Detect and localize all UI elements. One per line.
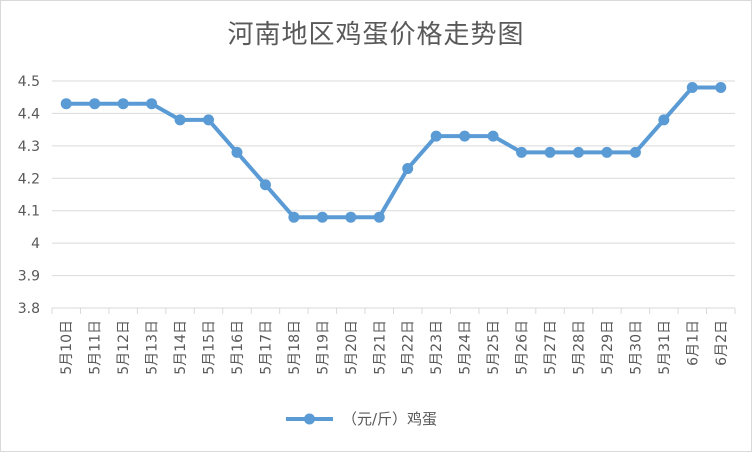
x-tick-label: 5月21日 xyxy=(372,320,388,375)
data-point xyxy=(715,81,727,93)
legend-marker-swatch xyxy=(304,413,315,425)
data-point xyxy=(203,114,215,126)
y-tick-label: 4.5 xyxy=(18,74,40,90)
x-tick-label: 5月10日 xyxy=(59,320,75,375)
data-point xyxy=(373,211,385,223)
y-tick-label: 4 xyxy=(31,236,40,252)
x-tick-label: 5月16日 xyxy=(230,320,246,375)
data-point xyxy=(402,163,414,175)
x-tick-label: 5月20日 xyxy=(344,320,360,375)
x-tick-label: 5月22日 xyxy=(401,320,417,375)
x-tick-label: 5月26日 xyxy=(515,320,531,375)
x-tick-label: 5月12日 xyxy=(116,320,132,375)
x-tick-label: 5月30日 xyxy=(628,320,644,375)
y-tick-label: 3.9 xyxy=(18,269,40,285)
x-tick-label: 5月28日 xyxy=(571,320,587,375)
data-point xyxy=(430,130,442,142)
x-tick-label: 5月11日 xyxy=(88,320,104,375)
data-point xyxy=(117,98,129,110)
data-point xyxy=(544,146,556,158)
data-point xyxy=(686,81,698,93)
data-point xyxy=(60,98,72,110)
data-point xyxy=(316,211,328,223)
y-tick-label: 4.1 xyxy=(18,204,40,220)
x-tick-label: 5月31日 xyxy=(657,320,673,375)
x-tick-label: 5月24日 xyxy=(458,320,474,375)
data-point xyxy=(459,130,471,142)
data-point xyxy=(231,146,243,158)
data-point xyxy=(174,114,186,126)
data-point xyxy=(516,146,528,158)
legend: （元/斤）鸡蛋 xyxy=(286,410,437,428)
y-tick-label: 4.4 xyxy=(18,106,40,122)
data-point xyxy=(259,179,271,191)
x-tick-label: 5月14日 xyxy=(173,320,189,375)
data-point xyxy=(572,146,584,158)
x-axis-ticks: 5月10日 5月11日 5月12日 5月13日 5月14日 5月15日 5月16日 5月17日… xyxy=(51,308,736,375)
series-layer xyxy=(60,81,727,223)
data-point xyxy=(629,146,641,158)
x-tick-label: 5月23日 xyxy=(429,320,445,375)
x-tick-label: 5月13日 xyxy=(145,320,161,375)
x-tick-label: 6月1日 xyxy=(685,320,701,366)
data-point xyxy=(345,211,357,223)
legend-label: （元/斤）鸡蛋 xyxy=(342,410,437,428)
x-tick-label: 5月27日 xyxy=(543,320,559,375)
x-tick-label: 5月25日 xyxy=(486,320,502,375)
x-tick-label: 5月18日 xyxy=(287,320,303,375)
y-axis-ticks: 3.8 3.9 4 4.1 4.2 4.3 4.4 4.5 xyxy=(18,74,40,317)
x-tick-label: 5月19日 xyxy=(315,320,331,375)
data-point xyxy=(487,130,499,142)
series-line xyxy=(66,85,721,220)
data-point xyxy=(658,114,670,126)
data-point xyxy=(89,98,101,110)
x-tick-label: 5月29日 xyxy=(600,320,616,375)
y-tick-label: 4.2 xyxy=(18,171,40,187)
data-point xyxy=(601,146,613,158)
x-tick-label: 5月17日 xyxy=(258,320,274,375)
x-tick-label: 6月2日 xyxy=(714,320,730,366)
data-point xyxy=(146,98,158,110)
y-tick-label: 4.3 xyxy=(18,139,40,155)
y-tick-label: 3.8 xyxy=(18,301,40,317)
data-point xyxy=(288,211,300,223)
chart-title: 河南地区鸡蛋价格走势图 xyxy=(227,20,525,50)
x-tick-label: 5月15日 xyxy=(202,320,218,375)
